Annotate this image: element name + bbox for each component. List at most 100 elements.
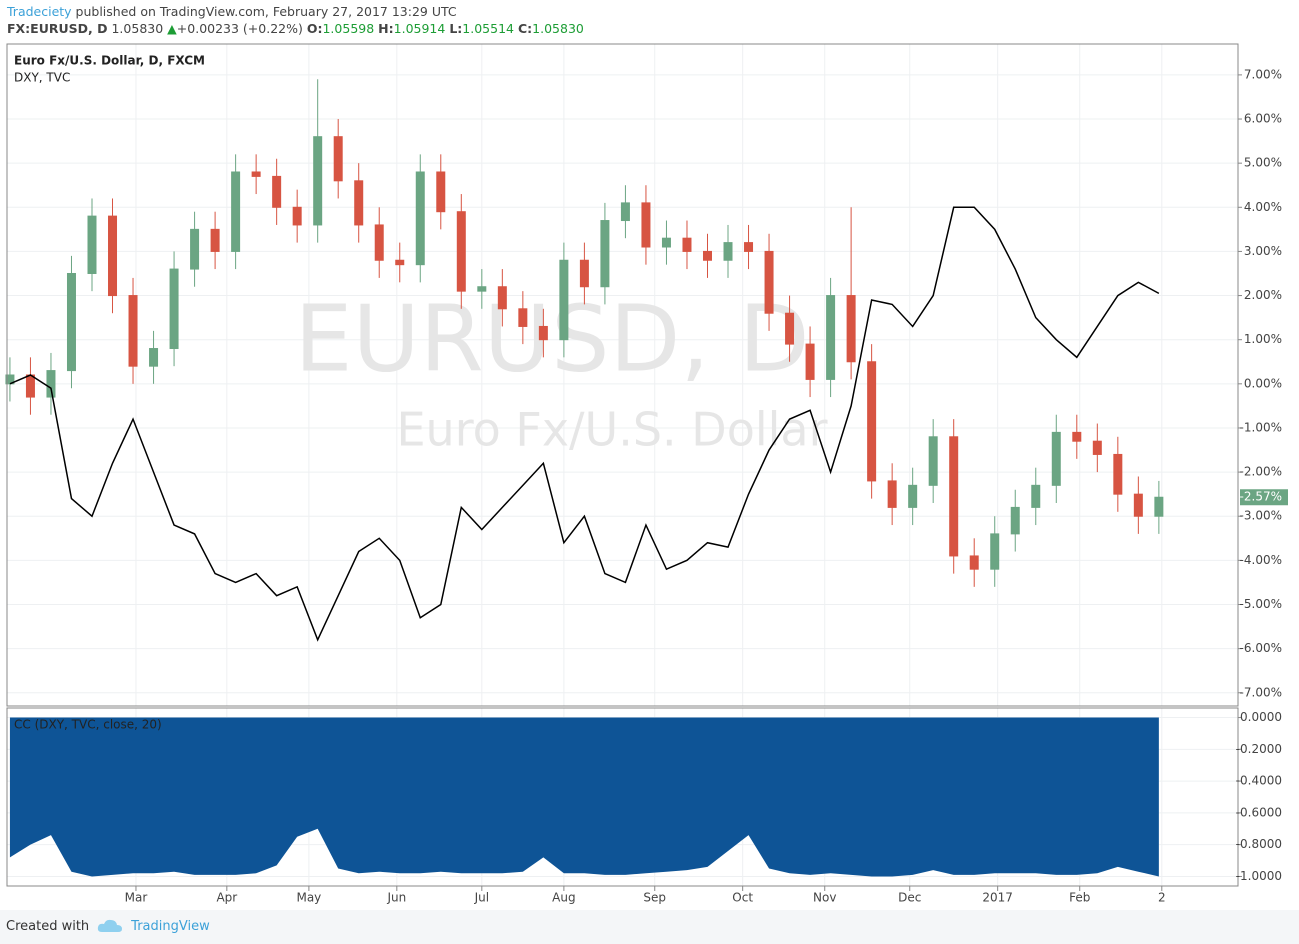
y-tick-label: -0.8000 bbox=[1236, 837, 1282, 851]
candle-body bbox=[374, 224, 384, 261]
candle-body bbox=[415, 171, 425, 266]
o: 1.05598 bbox=[322, 21, 375, 36]
y-tick-label: -1.00% bbox=[1240, 420, 1282, 434]
y-tick-label: 0.00% bbox=[1244, 376, 1282, 390]
y-tick-label: -1.0000 bbox=[1236, 869, 1282, 883]
candle-body bbox=[231, 171, 241, 252]
candle-body bbox=[723, 242, 733, 261]
legend-dxy: DXY, TVC bbox=[14, 71, 70, 85]
y-tick-label: -4.00% bbox=[1240, 553, 1282, 567]
x-tick-label: Jul bbox=[474, 891, 489, 905]
y-tick-label: 4.00% bbox=[1244, 200, 1282, 214]
c-label: C: bbox=[517, 21, 533, 36]
candle-body bbox=[600, 220, 610, 288]
y-tick-label: 6.00% bbox=[1244, 112, 1282, 126]
y-tick-label: -7.00% bbox=[1240, 685, 1282, 699]
y-tick-label: 2.00% bbox=[1244, 288, 1282, 302]
x-tick-label: Nov bbox=[813, 891, 836, 905]
candle-body bbox=[190, 228, 200, 270]
x-tick-label: Mar bbox=[125, 891, 148, 905]
header-line2: FX:EURUSD, D 1.05830 ▲+0.00233 (+0.22%) … bbox=[7, 20, 584, 37]
candle-body bbox=[969, 555, 979, 570]
candle-body bbox=[928, 436, 938, 486]
candle-body bbox=[1031, 484, 1041, 508]
h: 1.05914 bbox=[393, 21, 446, 36]
brand[interactable]: TradingView bbox=[131, 918, 210, 934]
indicator-title: CC (DXY, TVC, close, 20) bbox=[14, 718, 162, 732]
candle-body bbox=[559, 259, 569, 341]
candle-body bbox=[333, 136, 343, 182]
header: Tradeciety published on TradingView.com,… bbox=[7, 3, 584, 37]
y-tick-label: 1.00% bbox=[1244, 332, 1282, 346]
candle-body bbox=[1133, 493, 1143, 517]
x-tick-label: Apr bbox=[216, 891, 237, 905]
x-tick-label: Sep bbox=[643, 891, 666, 905]
candle-body bbox=[1072, 431, 1082, 442]
candle-body bbox=[313, 136, 323, 226]
candle-body bbox=[518, 308, 528, 327]
candle-body bbox=[354, 180, 364, 226]
candle-body bbox=[641, 202, 651, 248]
y-tick-label: -6.00% bbox=[1240, 641, 1282, 655]
y-tick-label: 5.00% bbox=[1244, 156, 1282, 170]
candle-body bbox=[1092, 440, 1102, 455]
candle-body bbox=[87, 215, 97, 274]
candle-body bbox=[579, 259, 589, 288]
x-tick-label: Oct bbox=[732, 891, 753, 905]
change: +0.00233 (+0.22%) bbox=[176, 21, 303, 36]
y-tick-label: -0.4000 bbox=[1236, 774, 1282, 788]
legend-main: Euro Fx/U.S. Dollar, D, FXCM bbox=[14, 54, 205, 68]
x-tick-label: Aug bbox=[552, 891, 575, 905]
l-label: L: bbox=[449, 21, 463, 36]
candle-body bbox=[1010, 506, 1020, 535]
candle-body bbox=[456, 211, 466, 292]
y-tick-label: 3.00% bbox=[1244, 244, 1282, 258]
candle-body bbox=[805, 343, 815, 380]
candle-body bbox=[682, 237, 692, 252]
y-tick-label: -3.00% bbox=[1240, 509, 1282, 523]
candle-body bbox=[251, 171, 261, 177]
y-tick-label: -0.6000 bbox=[1236, 805, 1282, 819]
candle-body bbox=[538, 325, 548, 341]
candle-body bbox=[908, 484, 918, 508]
candle-body bbox=[887, 480, 897, 508]
watermark-sub: Euro Fx/U.S. Dollar bbox=[396, 403, 827, 457]
candle-body bbox=[272, 175, 282, 208]
y-tick-label: -5.00% bbox=[1240, 597, 1282, 611]
x-tick-label: Feb bbox=[1069, 891, 1090, 905]
candle-body bbox=[66, 272, 76, 372]
footer-bg bbox=[0, 910, 1299, 944]
candle-body bbox=[744, 242, 754, 252]
candle-body bbox=[1051, 431, 1061, 486]
author[interactable]: Tradeciety bbox=[7, 4, 72, 19]
x-tick-label: May bbox=[296, 891, 321, 905]
candle-body bbox=[128, 295, 138, 367]
footer: Created with TradingView bbox=[6, 918, 210, 934]
last: 1.05830 bbox=[111, 21, 164, 36]
candle-body bbox=[949, 436, 959, 557]
l: 1.05514 bbox=[462, 21, 514, 36]
symbol: FX:EURUSD, D bbox=[7, 21, 108, 36]
x-tick-label: 2017 bbox=[982, 891, 1013, 905]
x-tick-label: 2 bbox=[1158, 891, 1166, 905]
candle-body bbox=[169, 268, 179, 350]
arrow: ▲ bbox=[167, 21, 177, 36]
published: published on TradingView.com, February 2… bbox=[75, 4, 457, 19]
x-tick-label: Dec bbox=[898, 891, 921, 905]
y-tick-label: -0.2000 bbox=[1236, 742, 1282, 756]
dxy-line bbox=[9, 206, 1160, 642]
o-label: O: bbox=[306, 21, 323, 36]
candle-body bbox=[826, 295, 836, 380]
x-tick-label: Jun bbox=[386, 891, 406, 905]
last-price-label: -2.57% bbox=[1240, 490, 1282, 504]
candle-body bbox=[46, 370, 56, 398]
candle-body bbox=[702, 250, 712, 261]
candle-body bbox=[846, 295, 856, 363]
y-tick-label: 7.00% bbox=[1244, 67, 1282, 81]
main-pane-border bbox=[6, 43, 1239, 707]
y-tick-label: 0.0000 bbox=[1240, 710, 1282, 724]
y-tick-label: -2.00% bbox=[1240, 465, 1282, 479]
candle-body bbox=[210, 228, 220, 252]
